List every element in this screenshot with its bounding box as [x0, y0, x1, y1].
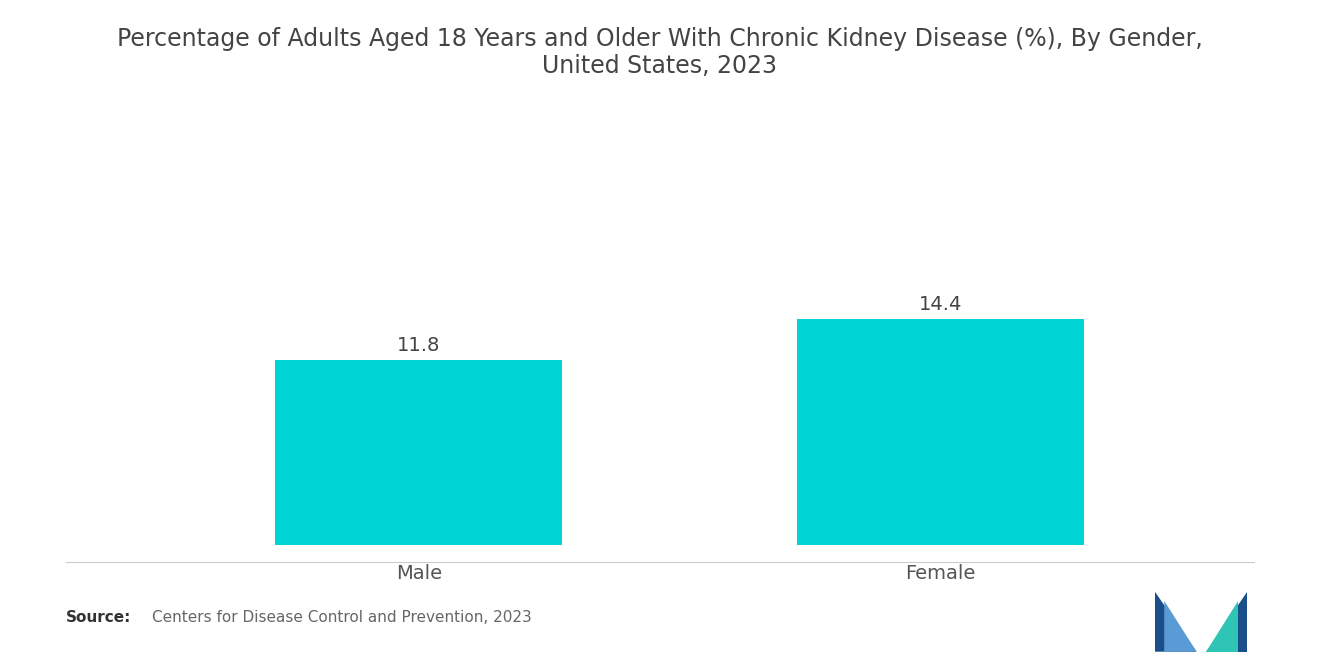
Text: Percentage of Adults Aged 18 Years and Older With Chronic Kidney Disease (%), By: Percentage of Adults Aged 18 Years and O… — [117, 27, 1203, 78]
Polygon shape — [1206, 592, 1247, 652]
Bar — [276, 360, 562, 545]
Polygon shape — [1206, 601, 1238, 652]
Polygon shape — [1155, 592, 1196, 652]
Text: Source:: Source: — [66, 610, 132, 625]
Polygon shape — [1164, 601, 1196, 652]
Bar — [797, 319, 1084, 545]
Text: 11.8: 11.8 — [397, 336, 441, 355]
Text: Centers for Disease Control and Prevention, 2023: Centers for Disease Control and Preventi… — [152, 610, 532, 625]
Text: 14.4: 14.4 — [919, 295, 962, 315]
